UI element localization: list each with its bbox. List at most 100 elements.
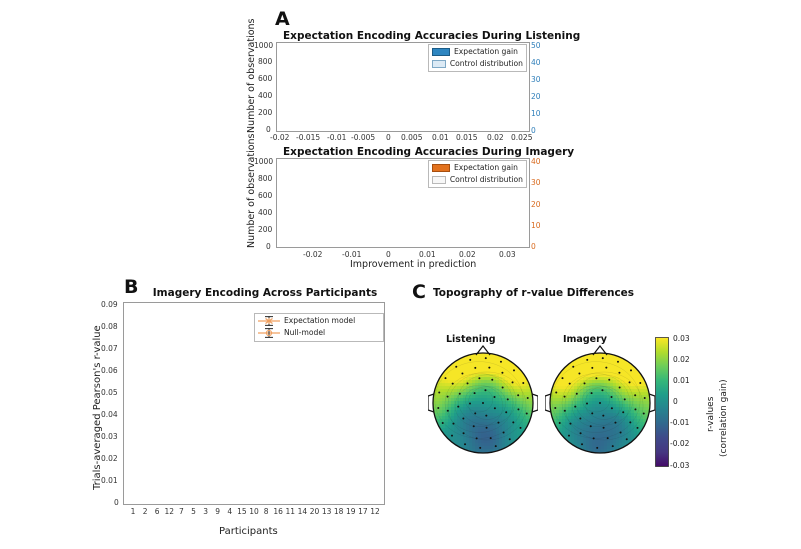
listening-right-ytick-10: 10 — [531, 109, 541, 118]
imagery-xtick-0.01: 0.01 — [419, 250, 436, 259]
imagery-xtick-0: 0 — [386, 250, 391, 259]
listening-xtick--0.01: -0.01 — [327, 133, 347, 142]
panelB-xtick-9: 15 — [237, 507, 247, 516]
panelB-xtick-3: 12 — [164, 507, 175, 516]
listening-legend-item-control: Control distribution — [432, 58, 523, 69]
colorbar-tick-0.02: 0.02 — [673, 355, 690, 364]
listening-right-ytick-30: 30 — [531, 75, 541, 84]
listening-xtick-0.025: 0.025 — [511, 133, 533, 142]
colorbar-tick-0: 0 — [673, 397, 678, 406]
panelB-xtick-0: 1 — [130, 507, 136, 516]
imagery-ytick-600: 600 — [258, 191, 273, 200]
topoplot-title-imagery: Imagery — [563, 334, 607, 345]
listening-xtick--0.015: -0.015 — [296, 133, 321, 142]
imagery-ylabel: Number of observations — [246, 133, 257, 249]
panel-letter-a: A — [275, 8, 290, 30]
listening-histogram-title: Expectation Encoding Accuracies During L… — [283, 30, 581, 42]
panelB-xtick-1: 2 — [142, 507, 148, 516]
legend-swatch-control-distribution — [432, 59, 446, 68]
imagery-xtick--0.01: -0.01 — [342, 250, 362, 259]
listening-xtick--0.005: -0.005 — [351, 133, 376, 142]
panelB-ytick-0.06: 0.06 — [101, 366, 118, 375]
imagery-xtick-0.02: 0.02 — [459, 250, 476, 259]
imagery-ytick-1000: 1000 — [254, 157, 274, 166]
legend-label-control-distribution: Control distribution — [449, 59, 523, 68]
listening-ytick-600: 600 — [258, 74, 273, 83]
legend-swatch-imagery-control-distribution — [432, 175, 446, 184]
listening-legend-item-expectation: Expectation gain — [432, 46, 523, 57]
panelB-ytick-0.08: 0.08 — [101, 322, 118, 331]
imagery-legend-item-control: Control distribution — [432, 174, 523, 185]
panelB-xtick-20: 12 — [370, 507, 380, 516]
imagery-ytick-200: 200 — [258, 225, 273, 234]
imagery-right-ytick-30: 30 — [531, 178, 541, 187]
panelB-xtick-19: 17 — [358, 507, 368, 516]
listening-ytick-0: 0 — [266, 125, 271, 134]
imagery-ytick-400: 400 — [258, 208, 273, 217]
panelB-xtick-4: 7 — [179, 507, 184, 516]
imagery-right-ytick-0: 0 — [531, 242, 536, 251]
listening-ylabel: Number of observations — [246, 18, 257, 134]
imagery-right-ytick-10: 10 — [531, 221, 541, 230]
listening-xtick-0: 0 — [386, 133, 391, 142]
colorbar-tick-0.03: 0.03 — [673, 334, 690, 343]
legend-label-expectation-model: Expectation model — [284, 316, 356, 325]
panel-letter-b: B — [124, 276, 139, 298]
panelB-title: Imagery Encoding Across Participants — [152, 287, 378, 299]
panelB-xtick-5: 5 — [191, 507, 196, 516]
legend-label-null-model: Null-model — [284, 328, 326, 337]
legend-label-expectation-gain: Expectation gain — [454, 47, 518, 56]
listening-right-ytick-50: 50 — [531, 41, 541, 50]
colorbar-tick-0.01: 0.01 — [673, 376, 690, 385]
legend-swatch-imagery-expectation-gain — [432, 163, 450, 172]
listening-xtick-0.01: 0.01 — [432, 133, 449, 142]
panelB-xtick-7: 9 — [215, 507, 221, 516]
panelB-ytick-0.05: 0.05 — [101, 388, 118, 397]
panelB-ytick-0.09: 0.09 — [101, 300, 118, 309]
legend-marker-circle — [258, 327, 280, 338]
imagery-legend[interactable]: Expectation gain Control distribution — [428, 160, 527, 188]
imagery-xlabel: Improvement in prediction — [350, 259, 477, 270]
panelB-xtick-10: 10 — [249, 507, 259, 516]
listening-xtick-0.015: 0.015 — [456, 133, 478, 142]
topoplot-imagery — [545, 345, 655, 454]
panelB-xtick-12: 16 — [273, 507, 283, 516]
colorbar-tick--0.03: -0.03 — [670, 461, 690, 470]
imagery-ytick-0: 0 — [266, 242, 271, 251]
listening-right-ytick-0: 0 — [531, 126, 536, 135]
panelB-xtick-8: 4 — [227, 507, 233, 516]
panelB-xtick-labels: 1 2 6 12 7 5 3 9 4 15 10 8 16 11 14 20 13 18 19 17 12 — [123, 507, 385, 519]
panelB-legend[interactable]: Expectation model Null-model — [254, 313, 384, 342]
panelB-xtick-17: 18 — [333, 507, 344, 516]
panelB-xtick-2: 6 — [154, 507, 160, 516]
panelB-xtick-18: 19 — [346, 507, 356, 516]
imagery-ytick-800: 800 — [258, 174, 273, 183]
panelB-legend-item-null-model: Null-model — [258, 327, 380, 338]
imagery-right-ytick-40: 40 — [531, 157, 541, 166]
panelB-xtick-14: 14 — [297, 507, 308, 516]
panelB-ytick-0: 0 — [114, 498, 119, 507]
legend-marker-asterisk — [258, 315, 280, 326]
panelB-xtick-15: 20 — [309, 507, 320, 516]
imagery-xtick-0.03: 0.03 — [499, 250, 516, 259]
listening-right-ytick-20: 20 — [531, 92, 541, 101]
colorbar — [655, 337, 669, 467]
panelB-ytick-0.01: 0.01 — [101, 476, 118, 485]
listening-legend[interactable]: Expectation gain Control distribution — [428, 44, 527, 72]
listening-ytick-200: 200 — [258, 108, 273, 117]
imagery-xtick--0.02: -0.02 — [303, 250, 323, 259]
topoplot-listening — [428, 345, 538, 454]
listening-ytick-1000: 1000 — [254, 41, 274, 50]
imagery-histogram-title: Expectation Encoding Accuracies During I… — [283, 146, 575, 158]
panelB-xlabel: Participants — [219, 526, 278, 537]
legend-label-imagery-control-distribution: Control distribution — [449, 175, 523, 184]
listening-xtick-0.02: 0.02 — [487, 133, 504, 142]
colorbar-tick--0.01: -0.01 — [670, 418, 690, 427]
listening-ytick-400: 400 — [258, 91, 273, 100]
panelB-legend-item-expectation-model: Expectation model — [258, 315, 380, 326]
legend-swatch-expectation-gain — [432, 47, 450, 56]
listening-ytick-800: 800 — [258, 57, 273, 66]
panelB-xtick-16: 13 — [321, 507, 332, 516]
panelB-ytick-0.07: 0.07 — [101, 344, 118, 353]
